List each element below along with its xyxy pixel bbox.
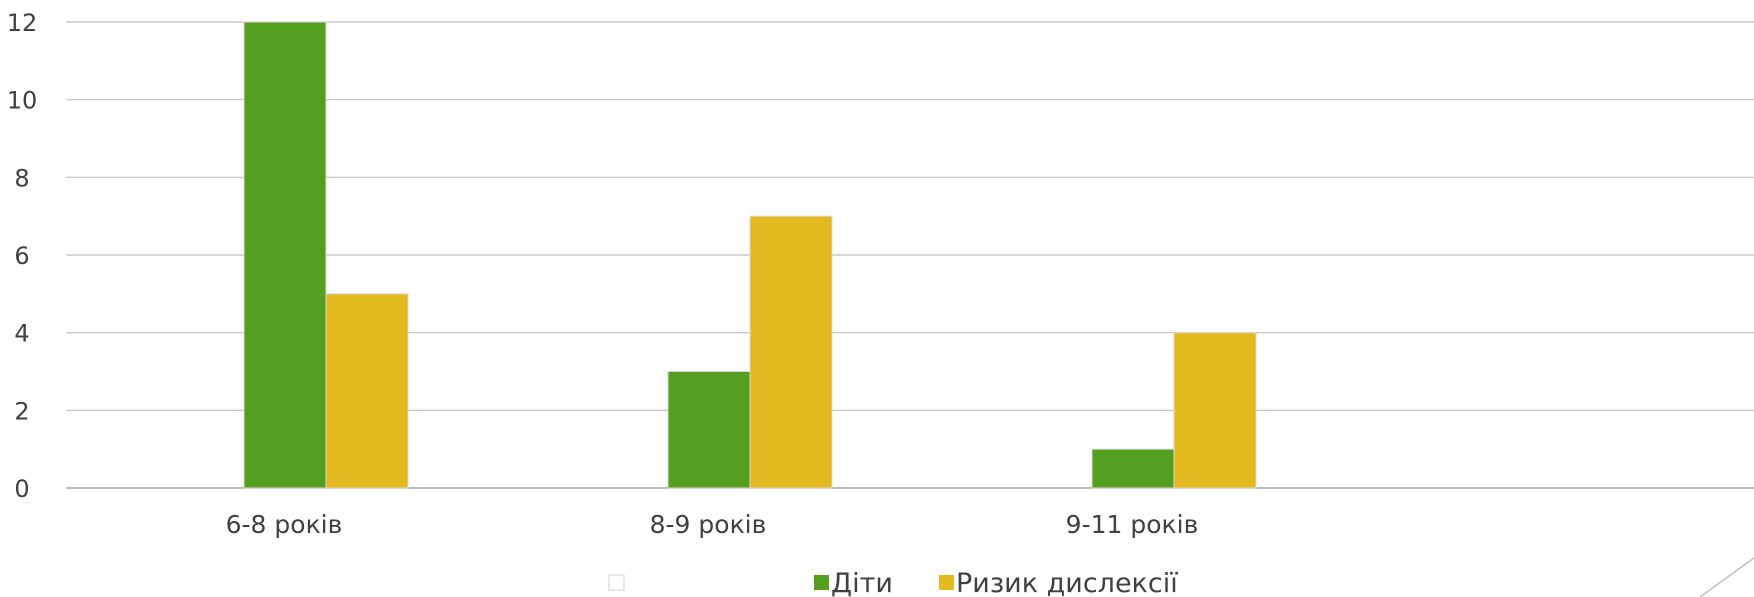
y-tick-label: 10 — [7, 87, 38, 115]
y-tick-label: 0 — [14, 475, 29, 503]
legend-swatch — [939, 575, 954, 590]
bars — [243, 21, 1257, 489]
bar — [325, 293, 409, 489]
legend-label: Діти — [831, 568, 893, 597]
x-category-label: 6-8 років — [226, 510, 343, 539]
x-category-label: 8-9 років — [650, 510, 767, 539]
y-tick-label: 2 — [14, 397, 29, 425]
bar — [243, 21, 327, 489]
bar — [667, 371, 751, 489]
y-tick-label: 6 — [14, 242, 29, 270]
y-tick-label: 8 — [14, 164, 29, 192]
x-category-label: 9-11 років — [1066, 510, 1199, 539]
bar — [1173, 332, 1257, 489]
bar — [749, 215, 833, 489]
x-axis-labels: 6-8 років 8-9 років 9-11 років — [226, 510, 1199, 539]
corner-decoration-line — [1699, 557, 1754, 597]
legend: Діти Ризик дислексії — [608, 568, 1178, 597]
y-tick-label: 12 — [7, 9, 38, 37]
y-axis-ticks: 0 2 4 6 8 10 12 — [7, 9, 38, 503]
legend-label: Ризик дислексії — [956, 568, 1178, 597]
bar — [1091, 448, 1175, 489]
y-tick-label: 4 — [14, 320, 29, 348]
legend-swatch — [814, 575, 829, 590]
legend-empty-marker — [608, 574, 625, 591]
